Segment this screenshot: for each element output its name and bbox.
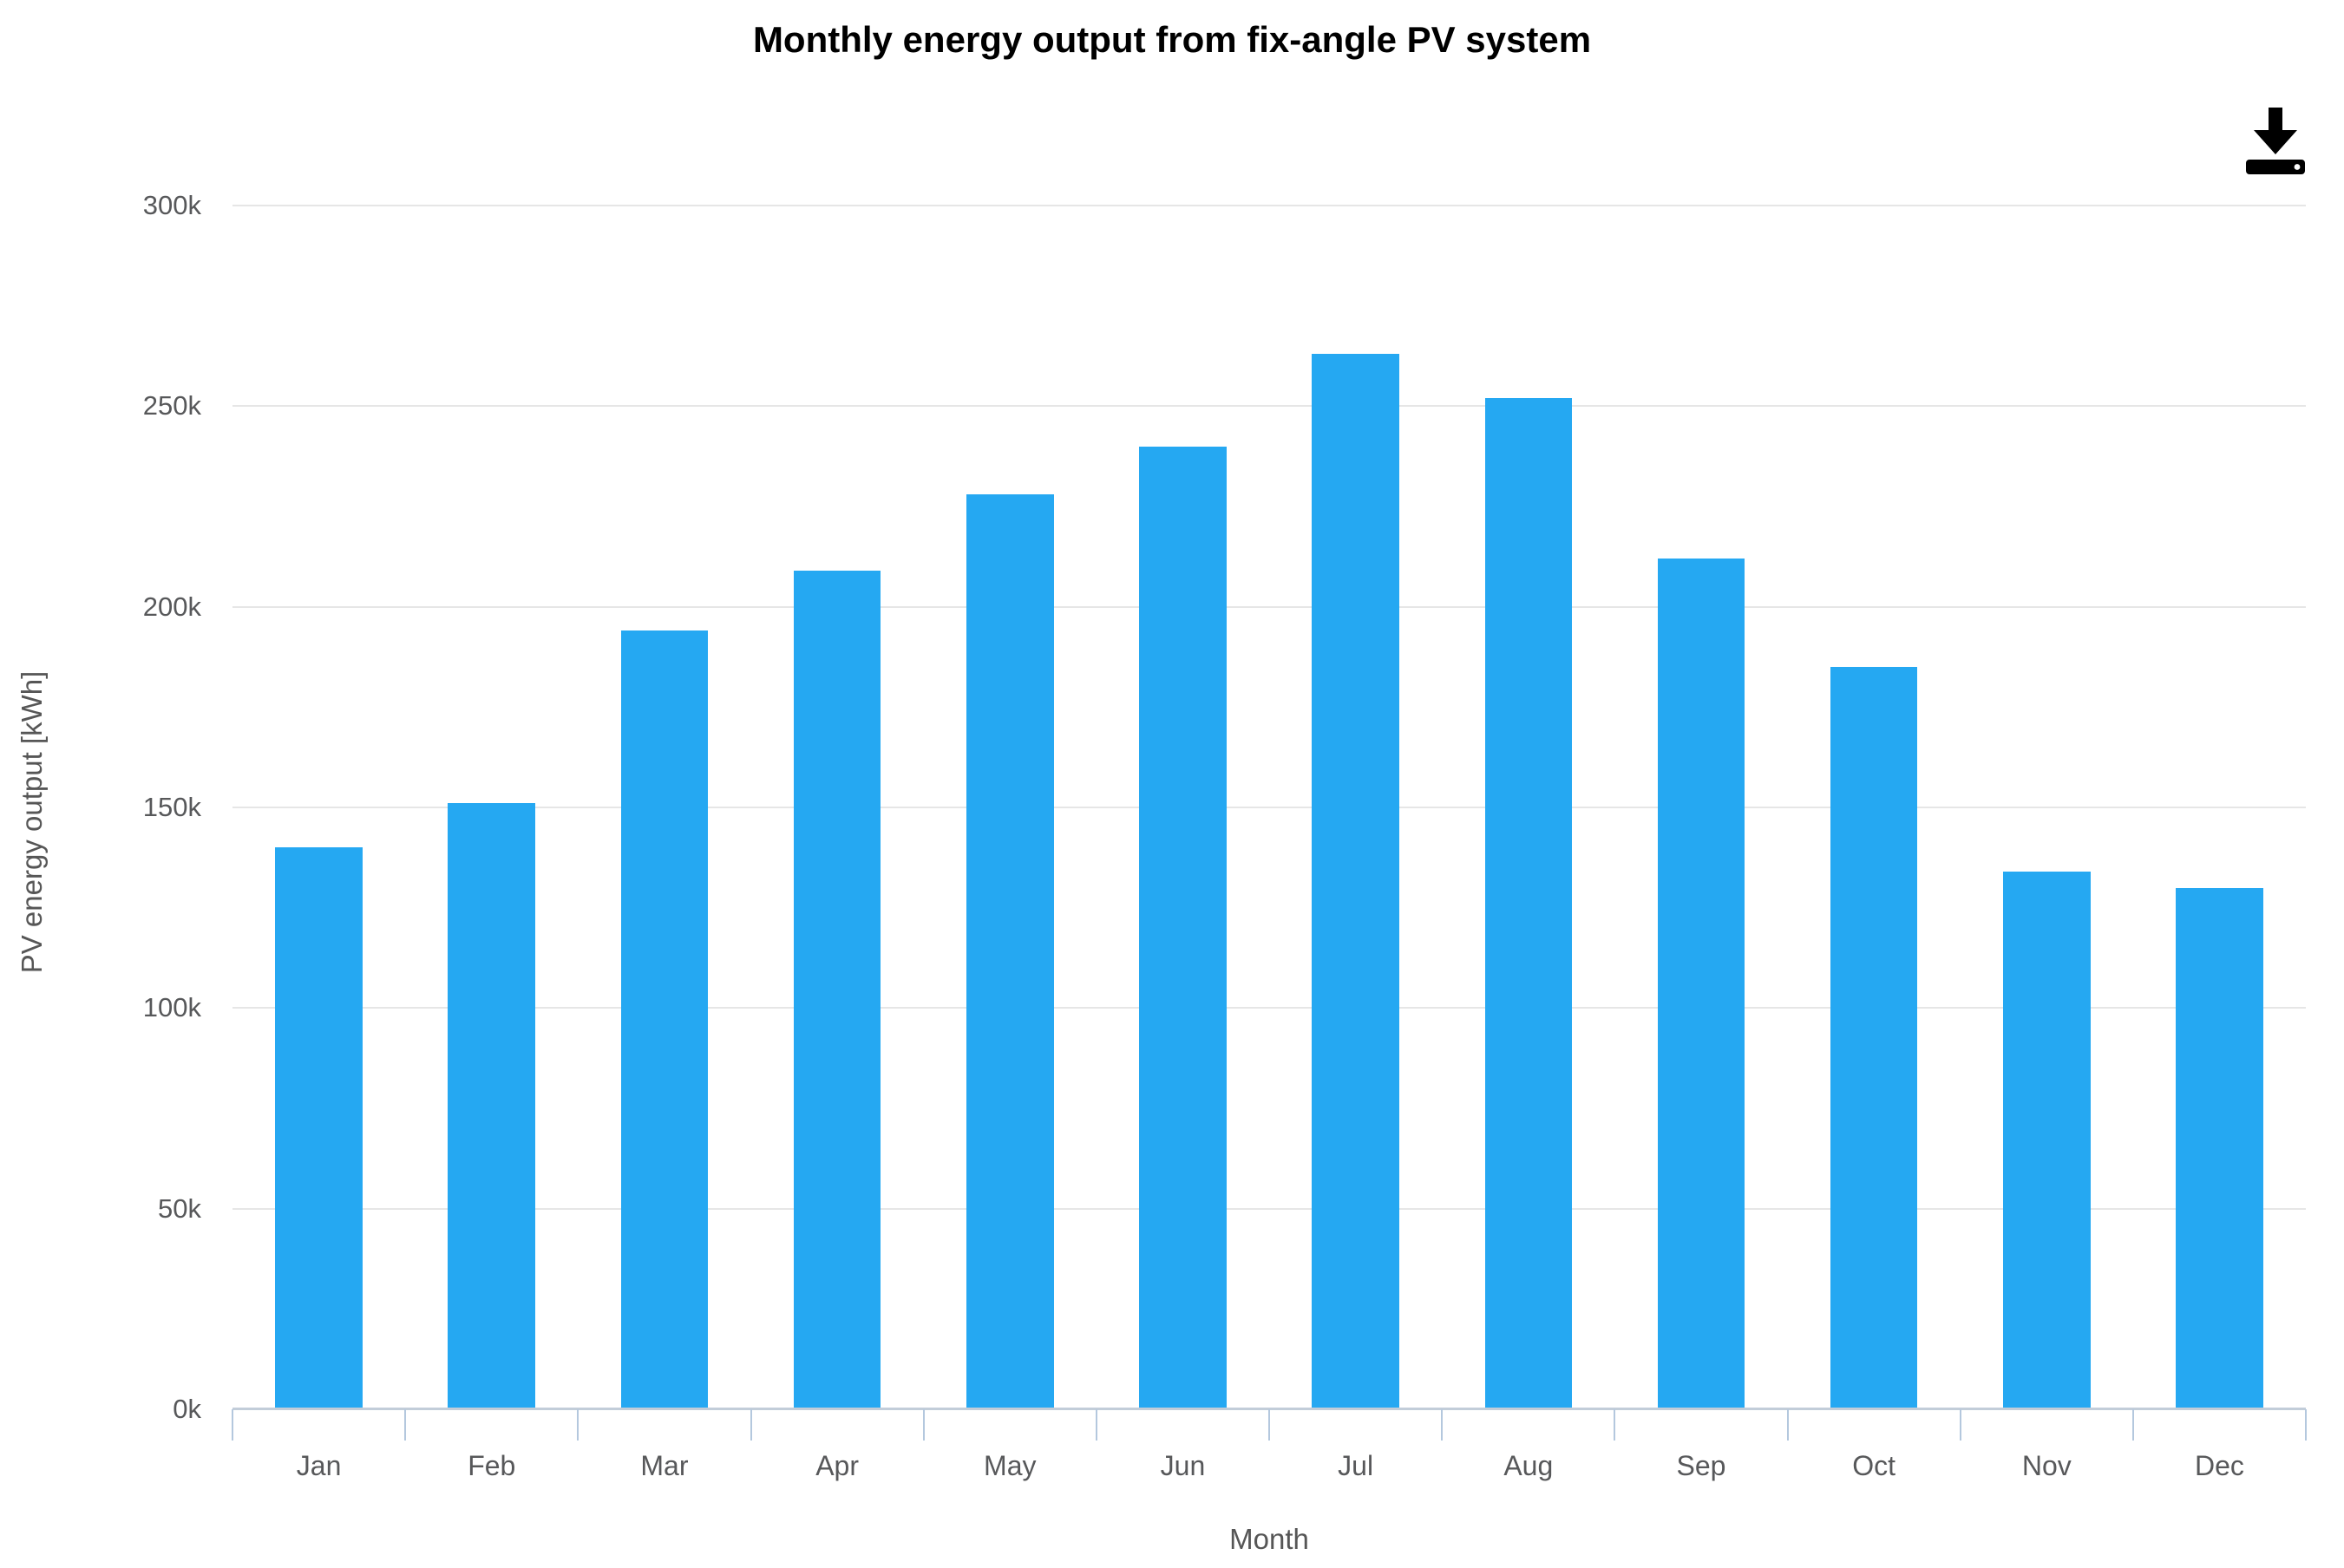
axis-tick <box>750 1409 752 1441</box>
chart-title: Monthly energy output from fix-angle PV … <box>752 19 1592 60</box>
bar-dec[interactable] <box>2176 887 2263 1409</box>
axis-tick <box>1268 1409 1270 1441</box>
x-tick-label: Mar <box>640 1450 689 1481</box>
bar-feb[interactable] <box>448 803 536 1409</box>
y-axis-labels: 0k 50k 100k 150k 200k 250k 300k <box>0 190 201 1424</box>
bar-slot <box>232 206 405 1409</box>
x-axis-title: Month <box>1229 1523 1309 1555</box>
axis-tick <box>1614 1409 1616 1441</box>
bar-slot <box>578 206 750 1409</box>
bar-slot <box>1788 206 1961 1409</box>
bar-nov[interactable] <box>2003 872 2091 1409</box>
axis-tick <box>1959 1409 1961 1441</box>
save-image-button[interactable] <box>2242 102 2309 184</box>
gridline <box>232 605 2306 608</box>
axis-tick <box>1786 1409 1789 1441</box>
axis-tick <box>2131 1409 2134 1441</box>
y-tick-label: 150k <box>142 792 201 822</box>
y-tick-label: 0k <box>173 1394 201 1424</box>
x-tick-label: Apr <box>815 1450 859 1481</box>
bar-slot <box>2133 206 2306 1409</box>
x-tick-label: Jul <box>1338 1450 1374 1481</box>
x-axis-line <box>232 1408 2307 1441</box>
bar-slot <box>924 206 1097 1409</box>
axis-tick <box>577 1409 579 1441</box>
bar-slot <box>1269 206 1442 1409</box>
bar-slot <box>751 206 924 1409</box>
y-tick-label: 100k <box>142 992 201 1023</box>
gridline <box>232 1207 2306 1210</box>
x-axis-labels: Jan Feb Mar Apr May Jun Jul Aug Sep Oct Nov Dec <box>232 1450 2306 1482</box>
axis-tick <box>922 1409 925 1441</box>
gridline <box>232 1007 2306 1009</box>
bar-may[interactable] <box>966 494 1054 1409</box>
x-tick-label: Oct <box>1852 1450 1896 1481</box>
axis-tick <box>404 1409 407 1441</box>
bar-mar[interactable] <box>620 630 709 1409</box>
x-tick-label: Jun <box>1160 1450 1206 1481</box>
bar-oct[interactable] <box>1830 667 1918 1409</box>
gridline <box>232 405 2306 408</box>
gridline <box>232 205 2306 206</box>
gridline <box>232 807 2306 808</box>
axis-tick <box>1441 1409 1444 1441</box>
axis-tick <box>1095 1409 1097 1441</box>
bar-jun[interactable] <box>1139 446 1227 1409</box>
bar-aug[interactable] <box>1484 398 1573 1409</box>
y-tick-label: 250k <box>142 390 201 421</box>
x-tick-label: Dec <box>2195 1450 2244 1481</box>
x-tick-label: May <box>984 1450 1037 1481</box>
axis-tick <box>2305 1409 2307 1441</box>
bar-slot <box>405 206 578 1409</box>
bar-sep[interactable] <box>1657 559 1745 1409</box>
bars-container <box>232 206 2306 1409</box>
axis-tick <box>232 1409 233 1441</box>
bar-slot <box>1961 206 2133 1409</box>
plot-area <box>232 205 2307 1441</box>
bar-jan[interactable] <box>275 847 363 1409</box>
download-icon <box>2246 108 2305 174</box>
x-tick-label: Jan <box>296 1450 342 1481</box>
x-tick-label: Nov <box>2021 1450 2072 1481</box>
x-tick-label: Feb <box>468 1450 516 1481</box>
x-tick-label: Sep <box>1676 1450 1726 1481</box>
bar-apr[interactable] <box>793 571 881 1409</box>
bar-jul[interactable] <box>1312 354 1399 1409</box>
bar-slot <box>1097 206 1269 1409</box>
bar-slot <box>1614 206 1787 1409</box>
y-tick-label: 300k <box>142 190 201 220</box>
x-tick-label: Aug <box>1503 1450 1554 1481</box>
y-tick-label: 50k <box>158 1192 201 1224</box>
y-tick-label: 200k <box>142 591 201 622</box>
bar-slot <box>1442 206 1614 1409</box>
